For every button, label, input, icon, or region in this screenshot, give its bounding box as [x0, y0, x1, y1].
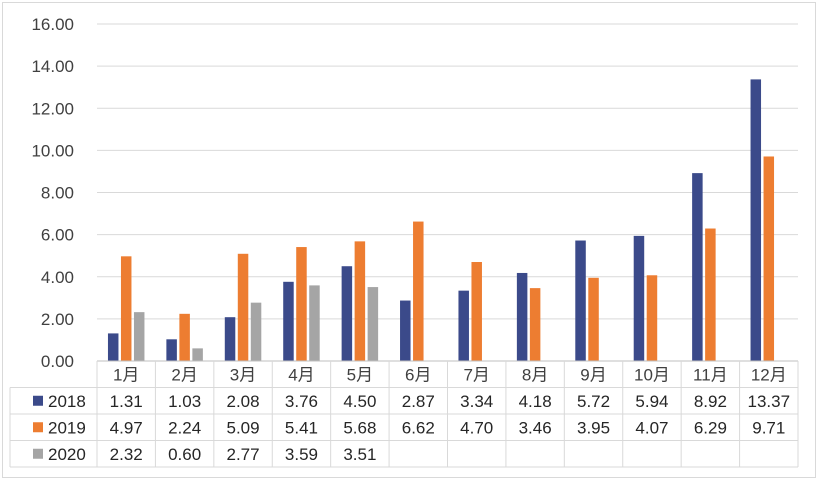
data-label: 5.41	[285, 418, 318, 437]
bar-2020-5月	[367, 287, 379, 361]
category-label: 8月	[522, 365, 548, 384]
data-label: 6.62	[402, 418, 435, 437]
bar-2018-6月	[400, 300, 411, 361]
bar-2018-7月	[458, 290, 469, 361]
bar-2019-11月	[705, 228, 716, 361]
category-label: 5月	[347, 365, 373, 384]
bar-2019-7月	[471, 262, 482, 361]
bars	[107, 79, 775, 361]
bar-2019-9月	[588, 277, 599, 361]
bar-2020-2月	[192, 348, 203, 361]
bar-2019-12月	[763, 156, 775, 361]
bar-2018-5月	[341, 266, 353, 361]
data-label: 3.51	[343, 445, 376, 464]
y-tick-label: 12.00	[31, 99, 74, 118]
data-label: 5.94	[635, 392, 668, 411]
category-label: 2月	[171, 365, 197, 384]
bar-2018-3月	[224, 317, 236, 361]
legend-label-2020: 2020	[48, 445, 86, 464]
category-label: 4月	[288, 365, 314, 384]
bar-2019-8月	[529, 288, 541, 361]
bar-2018-12月	[750, 79, 762, 361]
legend-swatch-2020	[33, 448, 43, 459]
data-label: 4.07	[635, 418, 668, 437]
data-label: 2.32	[110, 445, 143, 464]
legend-swatch-2019	[33, 422, 43, 433]
category-label: 11月	[693, 365, 728, 384]
data-label: 2.08	[226, 392, 259, 411]
data-label: 3.76	[285, 392, 318, 411]
bar-2018-11月	[692, 173, 703, 361]
data-label: 5.72	[577, 392, 610, 411]
bar-2019-4月	[296, 247, 307, 361]
legend-swatch-2018	[33, 395, 43, 406]
data-table: 1月 2月 3月 4月 5月 6月 7月 8月 9月 10月 11月 12月 2018 1.31 1.03 2…	[9, 360, 799, 468]
category-label: 6月	[405, 365, 431, 384]
data-label: 6.29	[694, 418, 727, 437]
data-label: 2.87	[402, 392, 435, 411]
bar-2018-1月	[107, 333, 119, 361]
data-label: 4.18	[519, 392, 552, 411]
bar-2019-6月	[413, 221, 424, 361]
category-label: 12月	[751, 365, 787, 384]
category-label: 7月	[463, 365, 489, 384]
data-label: 3.59	[285, 445, 318, 464]
bar-2019-1月	[120, 256, 132, 361]
data-label: 3.34	[460, 392, 493, 411]
y-tick-label: 2.00	[41, 310, 74, 329]
bar-2018-10月	[633, 235, 645, 361]
data-label: 4.70	[460, 418, 493, 437]
data-label: 0.60	[168, 445, 201, 464]
gridlines	[97, 23, 798, 320]
data-label: 13.37	[748, 392, 791, 411]
y-tick-label: 14.00	[31, 57, 74, 76]
legend-label-2018: 2018	[48, 392, 86, 411]
data-label: 3.95	[577, 418, 610, 437]
bar-2020-1月	[133, 312, 145, 361]
data-label: 2.24	[168, 418, 201, 437]
category-label: 9月	[580, 365, 606, 384]
category-label: 3月	[230, 365, 256, 384]
data-label: 5.68	[343, 418, 376, 437]
bar-2018-8月	[516, 272, 528, 361]
data-label: 1.03	[168, 392, 201, 411]
data-label: 4.50	[343, 392, 376, 411]
category-label: 1月	[113, 365, 139, 384]
bar-2018-4月	[283, 281, 294, 361]
bar-2020-4月	[309, 285, 320, 361]
data-label: 8.92	[694, 392, 727, 411]
y-tick-label: 8.00	[41, 184, 74, 203]
data-label: 1.31	[110, 392, 143, 411]
data-label: 9.71	[752, 418, 785, 437]
y-tick-label: 16.00	[31, 15, 74, 34]
y-axis-ticks: 0.00 2.00 4.00 6.00 8.00 10.00 12.00 14.00 16.00	[31, 15, 74, 371]
bar-2018-2月	[166, 339, 177, 361]
bar-2019-3月	[237, 253, 249, 361]
data-label: 2.77	[226, 445, 259, 464]
data-label: 5.09	[226, 418, 259, 437]
data-label: 3.46	[519, 418, 552, 437]
legend-label-2019: 2019	[48, 418, 86, 437]
y-tick-label: 0.00	[41, 352, 74, 371]
y-tick-label: 6.00	[41, 226, 74, 245]
bar-2019-10月	[646, 275, 658, 361]
data-label: 4.97	[110, 418, 143, 437]
y-tick-label: 10.00	[31, 141, 74, 160]
bar-2019-5月	[354, 241, 366, 361]
bar-2018-9月	[575, 240, 586, 361]
bar-2020-3月	[250, 302, 262, 361]
y-tick-label: 4.00	[41, 268, 74, 287]
bar-2019-2月	[179, 313, 190, 361]
category-label: 10月	[634, 365, 670, 384]
